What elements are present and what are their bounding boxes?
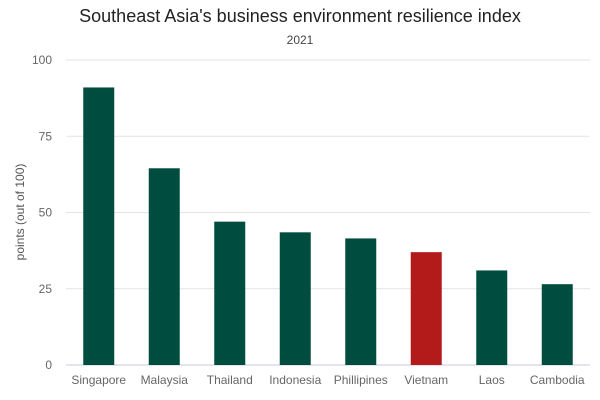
x-tick-label: Thailand [207, 373, 253, 387]
bar-cambodia [541, 284, 573, 365]
y-tick-label: 50 [39, 206, 53, 220]
bar-indonesia [279, 232, 311, 365]
bar-vietnam [410, 252, 442, 365]
bars [83, 87, 573, 365]
y-axis-label: points (out of 100) [13, 164, 27, 261]
x-tick-label: Laos [479, 373, 505, 387]
y-tick-label: 0 [45, 358, 52, 372]
chart-title: Southeast Asia's business environment re… [79, 6, 521, 26]
y-tick-label: 75 [39, 129, 53, 143]
bar-malaysia [148, 168, 180, 365]
x-tick-label: Malaysia [141, 373, 189, 387]
x-axis-ticks: Singapore Malaysia Thailand Indonesia Philli… [71, 373, 585, 387]
y-axis-ticks: 0 25 50 75 100 [32, 53, 52, 372]
x-tick-label: Cambodia [530, 373, 585, 387]
x-tick-label: Singapore [71, 373, 126, 387]
bar-phillipines [345, 238, 377, 365]
bar-thailand [214, 221, 246, 365]
x-tick-label: Vietnam [404, 373, 448, 387]
chart-subtitle: 2021 [286, 33, 314, 47]
y-tick-label: 100 [32, 53, 52, 67]
x-tick-label: Phillipines [334, 373, 388, 387]
y-tick-label: 25 [39, 282, 53, 296]
bar-singapore [83, 87, 115, 365]
gridlines [66, 59, 590, 366]
x-tick-label: Indonesia [269, 373, 321, 387]
bar-laos [476, 270, 508, 365]
